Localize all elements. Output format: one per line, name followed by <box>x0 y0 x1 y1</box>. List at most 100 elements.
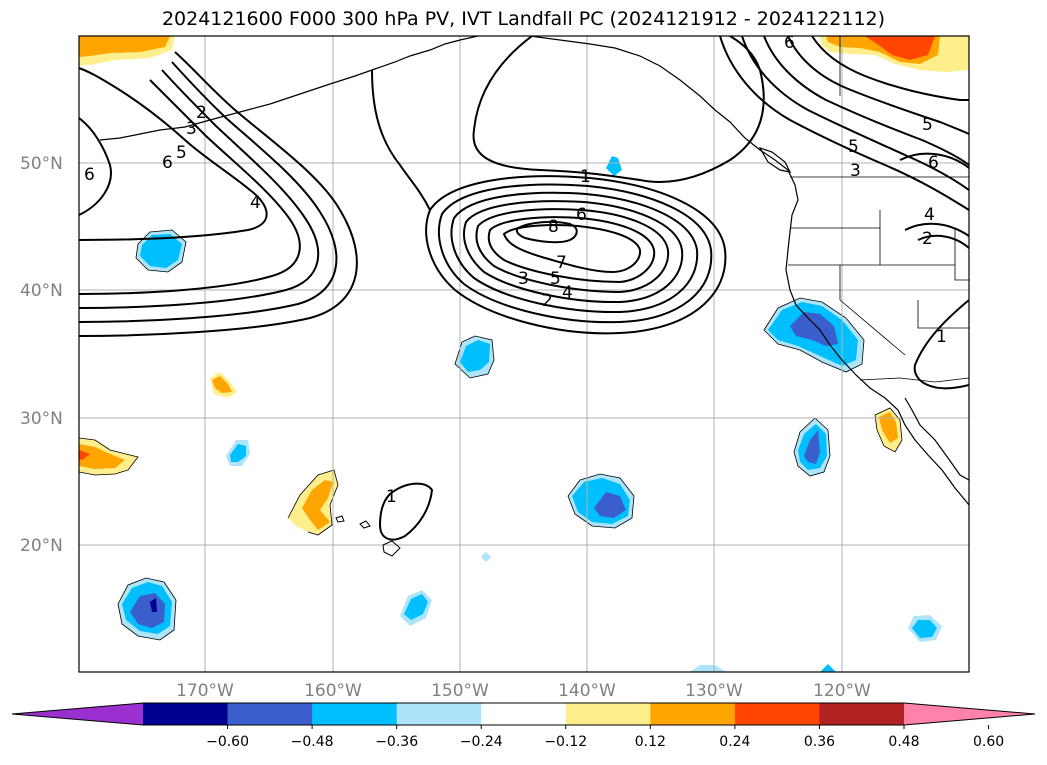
shade-167w-27n-mid <box>230 444 246 462</box>
contour-label-1-east: 1 <box>936 327 947 347</box>
contour-label-4-central: 4 <box>562 283 573 303</box>
shade-west-30n-mid <box>79 444 125 469</box>
shade-coast-38n-core <box>790 312 838 346</box>
shade-ne-corner-core <box>865 36 935 60</box>
negative-shading <box>118 156 942 672</box>
colorbar-segment <box>565 703 651 725</box>
state-line-4 <box>839 265 906 356</box>
west-coast <box>785 169 969 506</box>
shade-121w-10n <box>820 664 836 672</box>
hawaii-big-island <box>382 540 401 557</box>
contour-label-6-east2: 6 <box>928 153 939 173</box>
shade-150w-37n-mid <box>460 340 490 372</box>
colorbar-segment <box>227 703 313 725</box>
colorbar-tick-label: 0.48 <box>888 734 919 750</box>
coastlines <box>99 36 969 506</box>
contour-label-8: 8 <box>548 217 559 237</box>
shade-127w-29n-core <box>804 430 820 464</box>
longitude-labels: 170°W 160°W 150°W 140°W 130°W 120°W <box>176 681 871 701</box>
contour-east-2 <box>741 36 969 191</box>
positive-shading <box>79 36 969 535</box>
baja-coast <box>904 397 969 481</box>
contour-east-1 <box>719 36 969 211</box>
shade-130w-10n <box>690 665 726 672</box>
map-frame <box>78 35 970 673</box>
state-line-6 <box>954 228 969 281</box>
lat-label-30n: 30°N <box>20 409 63 429</box>
shade-112w-13n-mid <box>912 620 937 638</box>
contour-central-5 <box>475 208 670 294</box>
contour-label-5-east2: 5 <box>848 137 859 157</box>
contour-central-7 <box>502 223 642 274</box>
contour-central-1 <box>425 175 727 335</box>
colorbar-segment <box>819 703 905 725</box>
contour-ridge-1 <box>371 69 431 211</box>
colorbar-tick-label: 0.24 <box>719 734 750 750</box>
shade-138w-49n <box>606 156 622 176</box>
colorbar-segment <box>396 703 482 725</box>
colorbar-tick-label: −0.48 <box>291 734 334 750</box>
lon-label-130w: 130°W <box>685 681 743 701</box>
shade-118w-30n-mid <box>879 412 898 443</box>
oahu <box>335 515 345 523</box>
state-line-5 <box>917 300 969 329</box>
colorbar-tick-label: 0.12 <box>635 734 666 750</box>
shade-173w-43n-mid <box>140 234 182 268</box>
colorbar-max-arrow <box>904 703 1035 725</box>
shade-161w-23n-mid <box>302 480 333 530</box>
contour-central-4 <box>463 200 684 304</box>
contour-label-5-west: 5 <box>176 143 187 163</box>
map-area: 1 8 6 7 5 4 3 2 4 6 6 5 3 2 1 6 5 5 6 3 … <box>79 36 969 672</box>
shading-outlines <box>79 229 903 641</box>
lon-label-140w: 140°W <box>558 681 616 701</box>
contour-east-4 <box>787 36 969 135</box>
shade-west-30n-core <box>79 450 90 460</box>
colorbar-segment <box>312 703 398 725</box>
contour-label-6-central: 6 <box>576 205 587 225</box>
us-mexico-border <box>859 377 969 383</box>
contour-east-6 <box>899 152 969 169</box>
contour-label-3-west: 3 <box>186 119 197 139</box>
contour-label-2-central: 2 <box>542 291 553 311</box>
contour-west-3 <box>79 69 320 309</box>
maui <box>359 520 371 529</box>
lat-label-50n: 50°N <box>20 154 63 174</box>
contour-label-6-west: 6 <box>84 165 95 185</box>
lat-label-20n: 20°N <box>20 536 63 556</box>
colorbar-tick-label: −0.24 <box>460 734 503 750</box>
contour-central-3 <box>450 191 699 314</box>
pv-contours <box>79 36 969 541</box>
shade-174w-15n-deep <box>150 598 157 612</box>
contour-west-2 <box>79 61 338 323</box>
hawaii-islands <box>335 515 401 557</box>
contour-west-1 <box>79 51 358 337</box>
colorbar-tick-label: −0.12 <box>544 734 587 750</box>
colorbar-min-arrow <box>12 703 143 725</box>
contour-label-6-west2: 6 <box>162 153 173 173</box>
colorbar-segment <box>734 703 820 725</box>
contour-label-4-west: 4 <box>250 193 261 213</box>
contour-west-6 <box>79 117 112 216</box>
lon-label-170w: 170°W <box>176 681 234 701</box>
colorbar-segment <box>143 703 229 725</box>
shade-168w-33n-mid <box>212 376 232 393</box>
contour-labels: 1 8 6 7 5 4 3 2 4 6 6 5 3 2 1 6 5 5 6 3 … <box>84 36 947 507</box>
contour-east-5 <box>811 36 969 101</box>
alaska-coast <box>371 36 479 71</box>
state-line-1 <box>790 227 881 265</box>
contour-east-7 <box>904 222 969 237</box>
colorbar-tick-label: −0.60 <box>206 734 249 750</box>
colorbar-tick-label: 0.60 <box>973 734 1004 750</box>
vancouver-island <box>758 146 792 173</box>
contour-east-8 <box>917 234 969 249</box>
shade-nw-corner-core <box>79 36 170 57</box>
contour-label-2-east: 2 <box>922 229 933 249</box>
latitude-labels: 50°N 40°N 30°N 20°N <box>20 154 63 556</box>
contour-central-6 <box>487 216 656 284</box>
contour-hawaii <box>378 482 434 541</box>
contour-label-5-east: 5 <box>922 115 933 135</box>
contour-east-1b <box>913 299 969 390</box>
alaska-gulf-coast <box>529 36 789 171</box>
map-title: 2024121600 F000 300 hPa PV, IVT Landfall… <box>161 8 886 30</box>
shade-139w-23n-core <box>594 492 626 518</box>
